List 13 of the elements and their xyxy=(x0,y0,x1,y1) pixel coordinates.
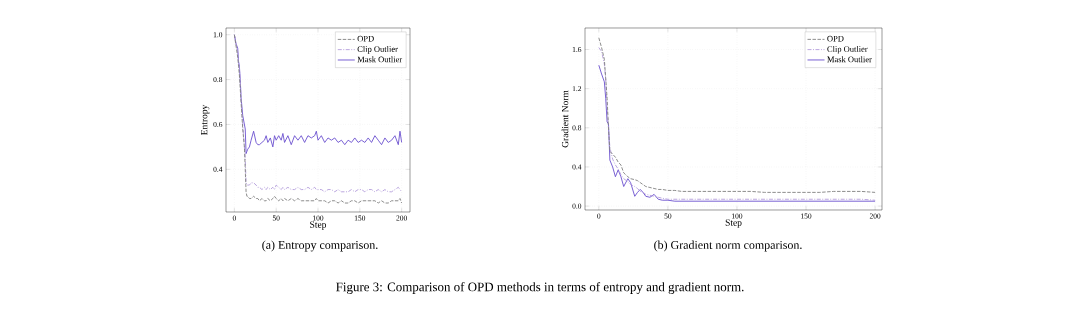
legend-label: Mask Outlier xyxy=(357,56,403,63)
y-axis-title: Entropy xyxy=(201,104,210,135)
legend-label: Mask Outlier xyxy=(827,56,872,63)
x-axis-title: Step xyxy=(725,219,742,228)
legend-label: OPD xyxy=(357,35,374,42)
caption: Figure 3: Comparison of OPD methods in terms of entropy and gradient norm. xyxy=(336,282,744,294)
y-axis-title: Gradient Norm xyxy=(561,90,569,148)
text: (a) Entropy comparison. xyxy=(262,240,378,252)
legend-label: Clip Outlier xyxy=(827,45,868,54)
legend-label: OPD xyxy=(827,35,844,42)
text: (b) Gradient norm comparison. xyxy=(654,240,802,252)
legend-label: Clip Outlier xyxy=(357,45,398,54)
x-axis-title: Step xyxy=(310,221,327,230)
